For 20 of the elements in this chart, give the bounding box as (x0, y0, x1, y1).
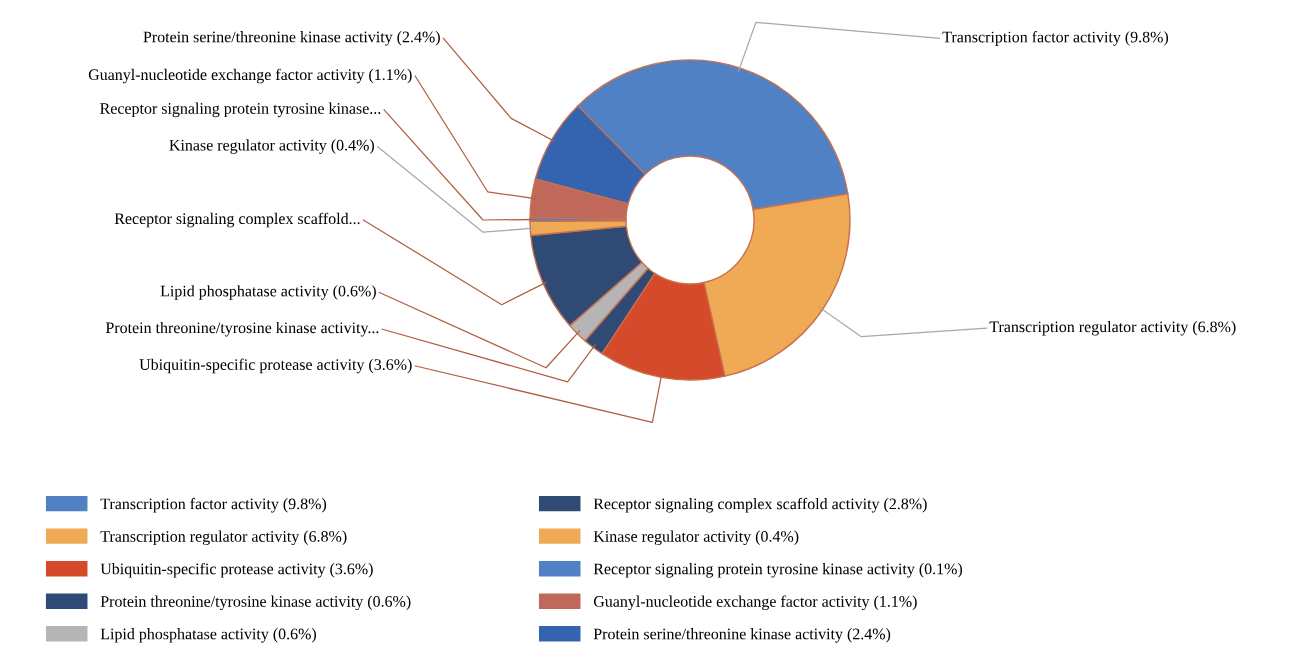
legend-label: Transcription factor activity (9.8%) (100, 497, 327, 513)
data-label: Transcription regulator activity (6.8%) (989, 320, 1236, 336)
legend-label: Kinase regulator activity (0.4%) (593, 530, 799, 546)
data-label: Receptor signaling complex scaffold... (114, 212, 360, 228)
legend-label: Guanyl-nucleotide exchange factor activity (1.1%) (593, 595, 917, 611)
data-label: Protein threonine/tyrosine kinase activity... (105, 321, 379, 337)
data-label: Receptor signaling protein tyrosine kinase... (100, 102, 381, 118)
data-label: Kinase regulator activity (0.4%) (169, 139, 374, 154)
legend-label: Receptor signaling protein tyrosine kinase activity (0.1%) (593, 563, 963, 578)
legend-label: Lipid phosphatase activity (0.6%) (100, 628, 317, 643)
legend-label: Ubiquitin-specific protease activity (3.6%) (100, 562, 373, 578)
legend-label: Transcription regulator activity (6.8%) (100, 530, 347, 546)
data-label: Lipid phosphatase activity (0.6%) (160, 285, 376, 300)
legend-label: Protein threonine/tyrosine kinase activity (0.6%) (100, 595, 411, 611)
data-label: Transcription factor activity (9.8%) (942, 31, 1169, 46)
legend-label: Receptor signaling complex scaffold activity (2.8%) (593, 497, 927, 513)
data-label: Protein serine/threonine kinase activity (2.4%) (143, 31, 440, 46)
data-label: Guanyl-nucleotide exchange factor activity (1.1%) (88, 68, 412, 84)
legend-label: Protein serine/threonine kinase activity (2.4%) (593, 628, 891, 643)
data-label: Ubiquitin-specific protease activity (3.6%) (139, 358, 412, 374)
